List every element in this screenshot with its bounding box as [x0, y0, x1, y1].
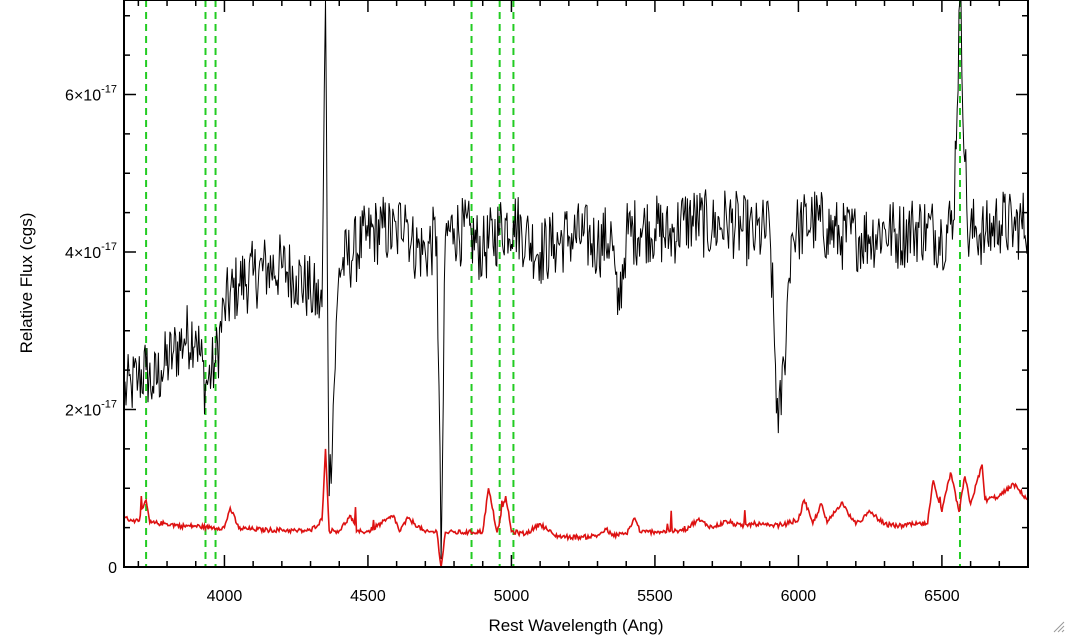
series-line [124, 448, 1028, 567]
y-tick-group: 0 2×10-17 4×10-17 6×10-17 [65, 15, 1028, 577]
y-tick-label: 0 [108, 560, 117, 577]
x-tick-label: 6000 [781, 588, 817, 605]
x-tick-label: 5500 [637, 588, 673, 605]
y-tick-label: 4×10-17 [65, 241, 117, 262]
x-tick-label: 5000 [494, 588, 530, 605]
x-axis-label: Rest Wavelength (Ang) [488, 616, 663, 635]
x-tick-label: 6500 [924, 588, 960, 605]
series-group [124, 0, 1028, 567]
y-tick-label: 2×10-17 [65, 399, 117, 420]
x-tick-label: 4000 [207, 588, 243, 605]
x-tick-group: 4000 4500 5000 5500 6000 6500 [137, 0, 1029, 605]
axes-frame [123, 0, 1029, 568]
y-tick-label: 6×10-17 [65, 84, 117, 105]
vertical-line-group [145, 0, 961, 567]
resize-grip-icon[interactable] [1053, 621, 1065, 633]
x-tick-label: 4500 [350, 588, 386, 605]
series-line [124, 0, 1028, 560]
y-axis-label: Relative Flux (cgs) [17, 213, 36, 354]
